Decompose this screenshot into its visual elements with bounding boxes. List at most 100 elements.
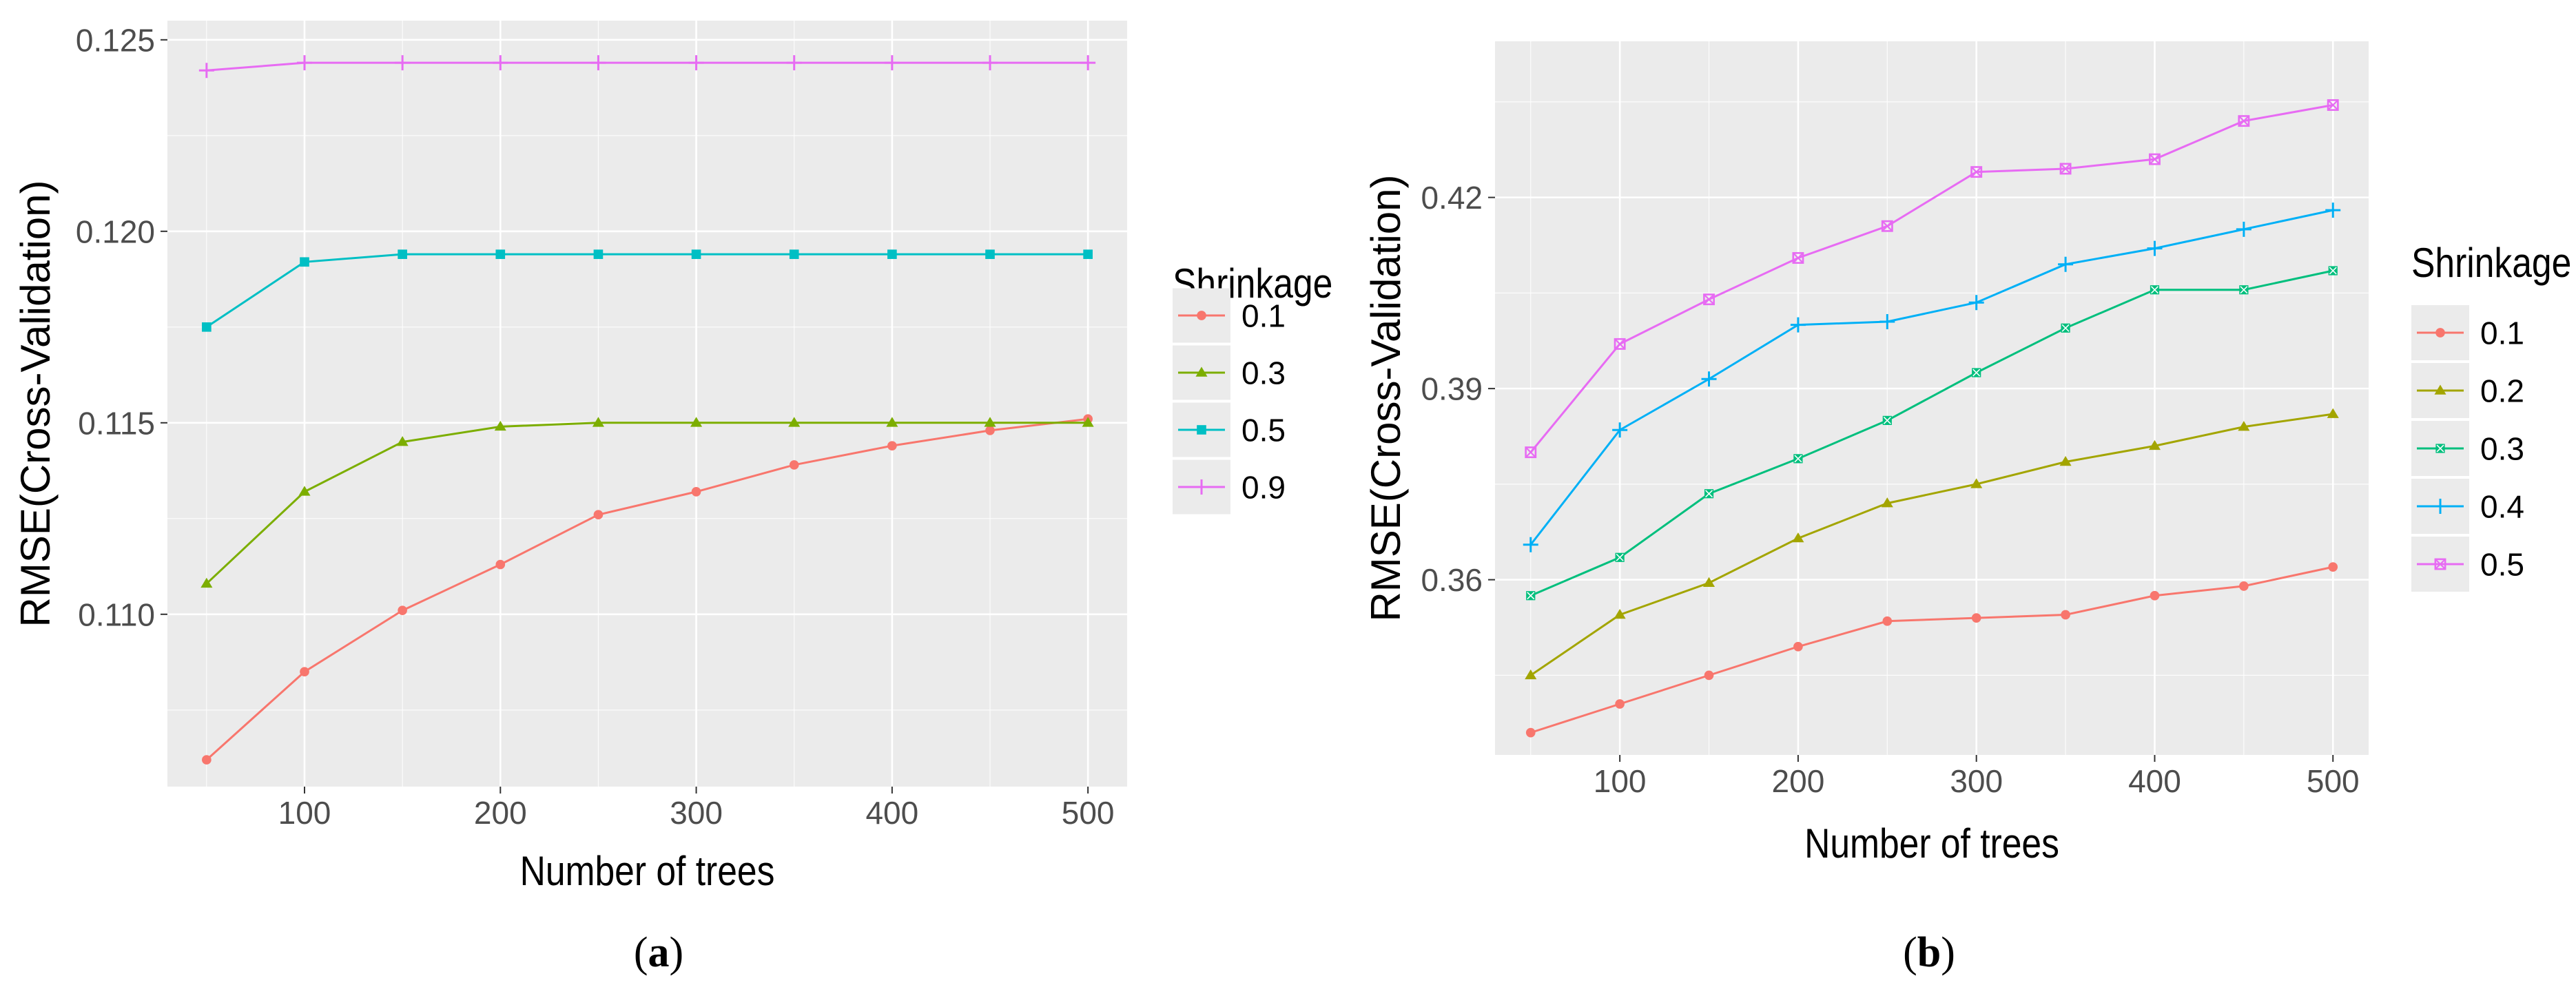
x-tick-label: 200 [474, 795, 527, 831]
series-0.1 [202, 414, 1093, 765]
data-point [2149, 153, 2161, 165]
legend-label: 0.1 [1241, 298, 1286, 334]
data-point [2239, 581, 2249, 591]
data-point [396, 436, 409, 446]
data-point [300, 257, 309, 267]
legend-key-0.5 [2411, 537, 2469, 592]
data-point [688, 55, 704, 71]
data-point [786, 55, 802, 71]
data-point [2325, 203, 2341, 218]
legend-key-0.9 [1173, 459, 1230, 515]
data-point [1972, 368, 1981, 377]
legend-key-0.5 [1173, 402, 1230, 457]
data-point [2147, 240, 2163, 256]
y-tick-label: 0.42 [1421, 180, 1483, 216]
data-point [1614, 608, 1626, 619]
data-point [887, 441, 897, 450]
series-line [205, 417, 1089, 761]
data-point [593, 510, 604, 520]
data-point [1792, 532, 1804, 543]
x-tick-label: 400 [2128, 763, 2181, 799]
series-line [1530, 269, 2333, 597]
x-axis-title: Number of trees [520, 847, 775, 894]
legend-key-marker [1194, 479, 1209, 495]
legend-key-marker [1197, 311, 1206, 320]
data-point [494, 420, 506, 431]
data-point [1793, 454, 1803, 464]
legend-key-0.4 [2411, 479, 2469, 534]
plot-panel [167, 21, 1127, 787]
data-point [1080, 55, 1096, 71]
data-point [985, 249, 995, 259]
series-0.4 [1523, 203, 2341, 552]
x-axis-title: Number of trees [1804, 820, 2059, 867]
data-point [1525, 446, 1537, 459]
data-point [1704, 670, 1714, 681]
legend-label: 0.3 [1241, 355, 1286, 391]
data-point [1882, 415, 1892, 425]
chart-panel-b: 100 200 300 400 500 0.36 0.39 0.42 Number of tre… [1363, 41, 2571, 976]
legend-label: 0.5 [1241, 413, 1286, 448]
caption-open: ( [1903, 929, 1917, 976]
legend-label: 0.9 [1241, 470, 1286, 506]
series-line [1530, 566, 2333, 734]
series-line [1529, 209, 2333, 546]
legend-label: 0.4 [2480, 489, 2524, 525]
data-point [1704, 489, 1714, 499]
data-point [1881, 497, 1893, 508]
data-point [495, 249, 506, 259]
data-point [1526, 591, 1536, 601]
data-point [2058, 256, 2074, 272]
series-line [206, 61, 1089, 72]
y-tick-label: 0.39 [1421, 371, 1483, 407]
legend-key-0.3 [1173, 345, 1230, 400]
legend-key-marker [2434, 384, 2446, 395]
legend-key-marker [2434, 558, 2446, 570]
data-point [2059, 455, 2072, 466]
data-point [298, 486, 311, 496]
legend-key-marker [2435, 328, 2445, 338]
data-point [2059, 163, 2072, 175]
x-tick-label: 200 [1772, 763, 1825, 799]
series-line [205, 422, 1089, 585]
data-point [1703, 293, 1715, 306]
x-tick-label: 300 [1950, 763, 2003, 799]
data-point [395, 55, 411, 71]
data-point [2328, 266, 2338, 276]
legend-title: Shrinkage [2411, 239, 2571, 286]
series-0.2 [1525, 408, 2339, 680]
caption-open: ( [634, 929, 648, 976]
x-tick-label: 300 [670, 795, 723, 831]
series-0.5 [1525, 99, 2339, 459]
legend-key-marker [2435, 444, 2445, 453]
data-point [1523, 537, 1538, 552]
caption-close: ) [670, 929, 684, 976]
caption-letter: b [1917, 929, 1941, 976]
data-point [691, 249, 701, 259]
caption-close: ) [1941, 929, 1955, 976]
legend-key-0.1 [2411, 305, 2469, 360]
data-point [1970, 166, 1983, 178]
data-point [202, 322, 212, 332]
data-point [493, 55, 508, 71]
data-point [2239, 285, 2249, 295]
x-tick-label: 400 [865, 795, 918, 831]
data-point [2061, 610, 2070, 620]
data-point [2327, 99, 2339, 111]
data-point [884, 55, 900, 71]
data-point [1792, 252, 1804, 264]
figure-caption: (b) [1903, 929, 1955, 976]
data-point [2061, 323, 2070, 333]
data-point [2238, 115, 2250, 127]
figure-caption: (a) [634, 929, 683, 976]
legend-key-marker [1195, 366, 1208, 377]
data-point [887, 249, 897, 259]
chart-panel-a: 100 200 300 400 500 0.110 0.115 0.120 0.125 Numbe… [12, 21, 1332, 976]
series-0.5 [202, 249, 1093, 332]
data-point [297, 55, 312, 71]
data-point [886, 417, 898, 427]
y-axis-title: RMSE(Cross-Validation) [1363, 174, 1409, 621]
data-point [1083, 249, 1093, 259]
